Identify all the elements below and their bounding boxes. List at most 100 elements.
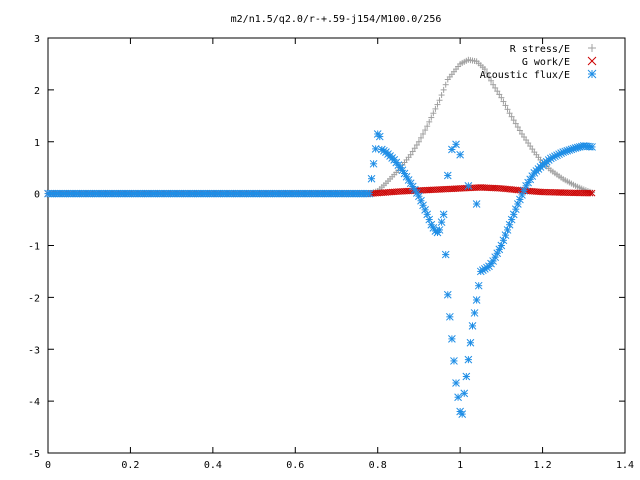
- data-point: [488, 77, 495, 84]
- data-point: [430, 110, 437, 117]
- data-point: [502, 102, 509, 109]
- data-point: [588, 143, 596, 151]
- series-2: [44, 130, 596, 418]
- data-point: [434, 101, 441, 108]
- data-point: [439, 210, 448, 219]
- data-point: [365, 189, 374, 198]
- data-point: [474, 281, 483, 290]
- data-point: [466, 338, 475, 347]
- data-point: [458, 410, 467, 418]
- data-point: [522, 181, 530, 190]
- y-tick-label: -3: [28, 345, 40, 356]
- y-axis: -5 -4 -3 -2 -1 0 1 2 3: [28, 34, 625, 460]
- data-point: [587, 69, 597, 79]
- x-tick-label: 0.2: [121, 460, 139, 471]
- data-point: [504, 106, 511, 113]
- data-point: [377, 145, 386, 154]
- data-point: [496, 91, 503, 98]
- data-point: [409, 148, 416, 155]
- data-point: [472, 296, 481, 304]
- data-point: [500, 98, 507, 105]
- data-point: [407, 151, 414, 158]
- data-point: [452, 379, 460, 387]
- y-tick-label: 1: [34, 138, 40, 149]
- data-point: [527, 143, 534, 150]
- data-point: [525, 140, 532, 147]
- data-point: [424, 123, 431, 130]
- data-point: [483, 70, 490, 77]
- data-point: [448, 145, 456, 154]
- x-tick-label: 1: [457, 460, 463, 471]
- y-tick-label: 3: [34, 34, 40, 45]
- x-tick-label: 0.6: [286, 460, 304, 471]
- data-point: [462, 372, 471, 381]
- x-tick-label: 1.2: [534, 460, 552, 471]
- data-point: [523, 137, 530, 144]
- data-point: [498, 94, 505, 101]
- data-point: [441, 250, 450, 259]
- data-point: [375, 132, 384, 141]
- data-point: [586, 189, 594, 197]
- data-point: [415, 138, 422, 145]
- data-point: [367, 174, 376, 183]
- y-tick-label: -1: [28, 242, 40, 253]
- data-point: [422, 127, 429, 134]
- legend-label: R stress/E: [510, 44, 570, 55]
- data-point: [413, 141, 420, 148]
- data-point: [450, 357, 458, 365]
- data-point: [491, 253, 500, 262]
- data-point: [516, 127, 523, 134]
- y-tick-label: -4: [28, 397, 40, 408]
- x-tick-label: 0.4: [204, 460, 222, 471]
- series-layer: [44, 56, 596, 418]
- data-point: [443, 290, 452, 299]
- legend-label: Acoustic flux/E: [480, 70, 570, 81]
- data-point: [464, 181, 473, 190]
- data-point: [411, 145, 418, 152]
- data-point: [435, 226, 444, 234]
- data-point: [420, 130, 427, 137]
- x-tick-label: 1.4: [616, 460, 634, 471]
- data-point: [512, 120, 519, 127]
- data-point: [445, 312, 454, 321]
- data-point: [472, 200, 481, 208]
- data-point: [443, 171, 452, 180]
- y-tick-label: -2: [28, 293, 40, 304]
- data-point: [481, 66, 488, 73]
- data-point: [529, 146, 536, 153]
- y-tick-label: 2: [34, 86, 40, 97]
- data-point: [460, 389, 469, 398]
- data-point: [516, 195, 524, 204]
- data-point: [518, 130, 525, 137]
- data-point: [492, 84, 499, 91]
- legend: R stress/E G work/E Acoustic flux/E: [480, 44, 597, 81]
- data-point: [442, 81, 449, 88]
- data-point: [438, 92, 445, 99]
- x-tick-label: 0.8: [369, 460, 387, 471]
- data-point: [587, 56, 597, 66]
- data-point: [509, 210, 518, 219]
- data-point: [437, 218, 446, 227]
- data-point: [371, 145, 380, 153]
- data-point: [506, 110, 513, 117]
- data-point: [588, 189, 596, 197]
- data-point: [436, 97, 443, 104]
- data-point: [440, 86, 447, 93]
- data-point: [490, 81, 497, 88]
- y-tick-label: -5: [28, 449, 40, 460]
- data-point: [456, 150, 464, 159]
- x-axis: 0 0.2 0.4 0.6 0.8 1 1.2 1.4: [45, 38, 634, 471]
- legend-label: G work/E: [522, 57, 570, 68]
- data-point: [417, 134, 424, 141]
- chart-title: m2/n1.5/q2.0/r-+.59-j154/M100.0/256: [231, 14, 442, 25]
- data-point: [428, 114, 435, 121]
- data-point: [508, 113, 515, 120]
- data-point: [521, 133, 528, 140]
- data-point: [510, 117, 517, 124]
- data-point: [485, 73, 492, 80]
- data-point: [494, 88, 501, 95]
- data-point: [452, 140, 460, 149]
- data-point: [588, 44, 596, 52]
